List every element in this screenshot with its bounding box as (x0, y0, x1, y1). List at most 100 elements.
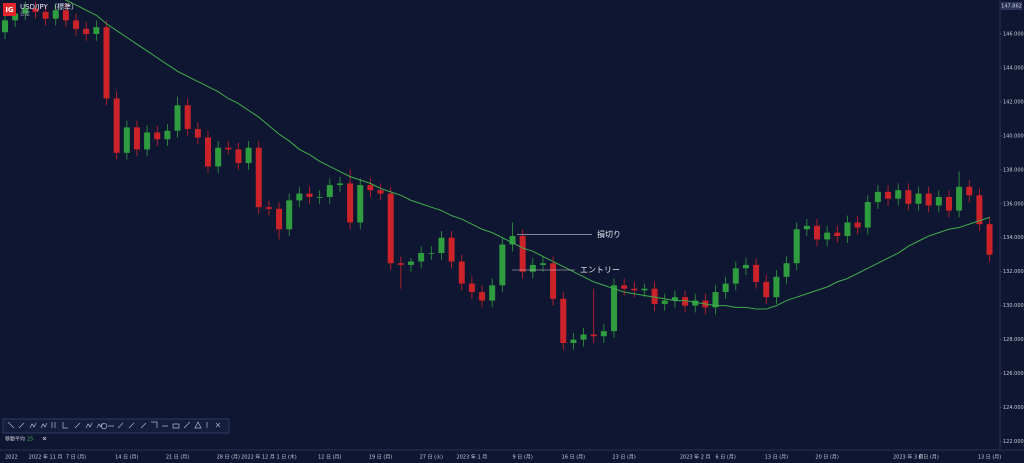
candle-body (133, 127, 140, 150)
price-box (1001, 2, 1022, 10)
x-tick-label: 2022 (5, 455, 18, 461)
candle-body (164, 130, 171, 140)
candle-body (479, 292, 486, 301)
candle-body (895, 190, 902, 199)
candle-body (489, 285, 496, 301)
candle-body (763, 281, 770, 298)
candle-body (22, 8, 29, 14)
indicator-name[interactable]: 移動平均 (5, 436, 25, 443)
x-tick-label: 12 日 (月) (318, 455, 341, 461)
candle-body (296, 193, 303, 201)
candle-body (692, 300, 699, 306)
candle-body (905, 190, 912, 204)
toolbar-frame (2, 418, 230, 434)
x-tick-label: 2022 年 11 月 (29, 454, 63, 461)
y-tick-label: 124.000 (1003, 405, 1024, 411)
candle-body (32, 8, 39, 12)
candle-body (215, 147, 222, 167)
candle-body (732, 268, 739, 284)
candle-body (336, 183, 343, 186)
candle-body (397, 263, 404, 265)
candle-body (286, 200, 293, 230)
y-tick-label: 122.000 (1003, 439, 1024, 445)
candle-body (915, 193, 922, 204)
symbol: USD/JPY （標準） (20, 2, 78, 11)
candle-body (225, 147, 232, 150)
candle-body (773, 276, 780, 298)
y-tick-label: 144.000 (1003, 65, 1024, 71)
toolbar-icons[interactable] (7, 421, 221, 430)
candle-body (509, 236, 516, 245)
annotation-label: エントリー (580, 266, 620, 275)
candle-body (600, 331, 607, 337)
candle-body (844, 222, 851, 237)
candle-body (255, 147, 262, 208)
candle-body (468, 283, 475, 293)
candle-body (245, 147, 252, 164)
x-tick-label: 9 日 (月) (513, 455, 533, 461)
candle-body (641, 288, 648, 291)
candle-body (560, 298, 567, 344)
annotation-label: 損切り (597, 229, 621, 239)
moving-average-line (64, 0, 990, 310)
y-tick-label: 136.000 (1003, 201, 1024, 207)
x-tick-label: 6 日 (月) (919, 455, 939, 461)
candle-body (631, 288, 638, 291)
logo-text: IG (5, 6, 14, 14)
candle-body (499, 244, 506, 286)
candle-body (174, 105, 181, 131)
y-tick-label: 130.000 (1003, 303, 1024, 309)
candle-body (519, 236, 526, 272)
candle-body (62, 10, 69, 21)
x-tick-label: 14 日 (月) (115, 455, 138, 461)
candle-body (864, 202, 871, 228)
candle-body (235, 149, 242, 164)
candle-body (113, 98, 120, 153)
y-tick-label: 128.000 (1003, 337, 1024, 343)
candle-body (418, 253, 425, 262)
x-tick-label: 28 日 (月) (217, 455, 240, 461)
candle-body (93, 27, 100, 34)
candle-body (12, 13, 19, 21)
candle-body (966, 186, 973, 196)
candle-body (347, 183, 354, 223)
x-tick-label: 13 日 (月) (978, 455, 1001, 461)
candle-body (458, 261, 465, 284)
candle-body (316, 196, 323, 198)
candle-body (854, 222, 861, 228)
candle-body (306, 193, 313, 197)
candle-body (945, 196, 952, 211)
candle-body (712, 292, 719, 308)
candle-body (276, 208, 283, 230)
candle-body (73, 20, 80, 29)
y-tick-label: 140.000 (1003, 133, 1024, 139)
candle-body (651, 288, 658, 304)
candle-body (590, 334, 597, 337)
candle-body (205, 137, 211, 167)
timeframe[interactable]: 日足 (20, 12, 30, 18)
y-tick-label: 142.000 (1003, 99, 1024, 105)
candle-body (793, 229, 800, 264)
logo (3, 3, 16, 16)
candle-body (448, 237, 455, 262)
candle-body (83, 28, 90, 34)
candle-body (52, 10, 59, 19)
candle-body (2, 20, 8, 33)
x-tick-label: 20 日 (月) (815, 455, 838, 461)
candle-body (814, 225, 820, 240)
x-tick-label: 2023 年 3 月 (893, 454, 924, 461)
x-tick-label: 19 日 (月) (369, 455, 392, 461)
y-tick-label: 146.000 (1003, 31, 1024, 37)
candle-body (753, 264, 760, 282)
candle-body (123, 127, 130, 153)
y-tick-label: 138.000 (1003, 167, 1024, 173)
indicator-remove[interactable] (42, 436, 47, 441)
candle-body (611, 285, 617, 332)
candle-body (925, 193, 932, 206)
x-tick-label: 6 日 (月) (716, 455, 736, 461)
candle-body (367, 185, 374, 191)
x-tick-label: 27 日 (火) (420, 455, 443, 461)
candle-body (529, 264, 536, 272)
